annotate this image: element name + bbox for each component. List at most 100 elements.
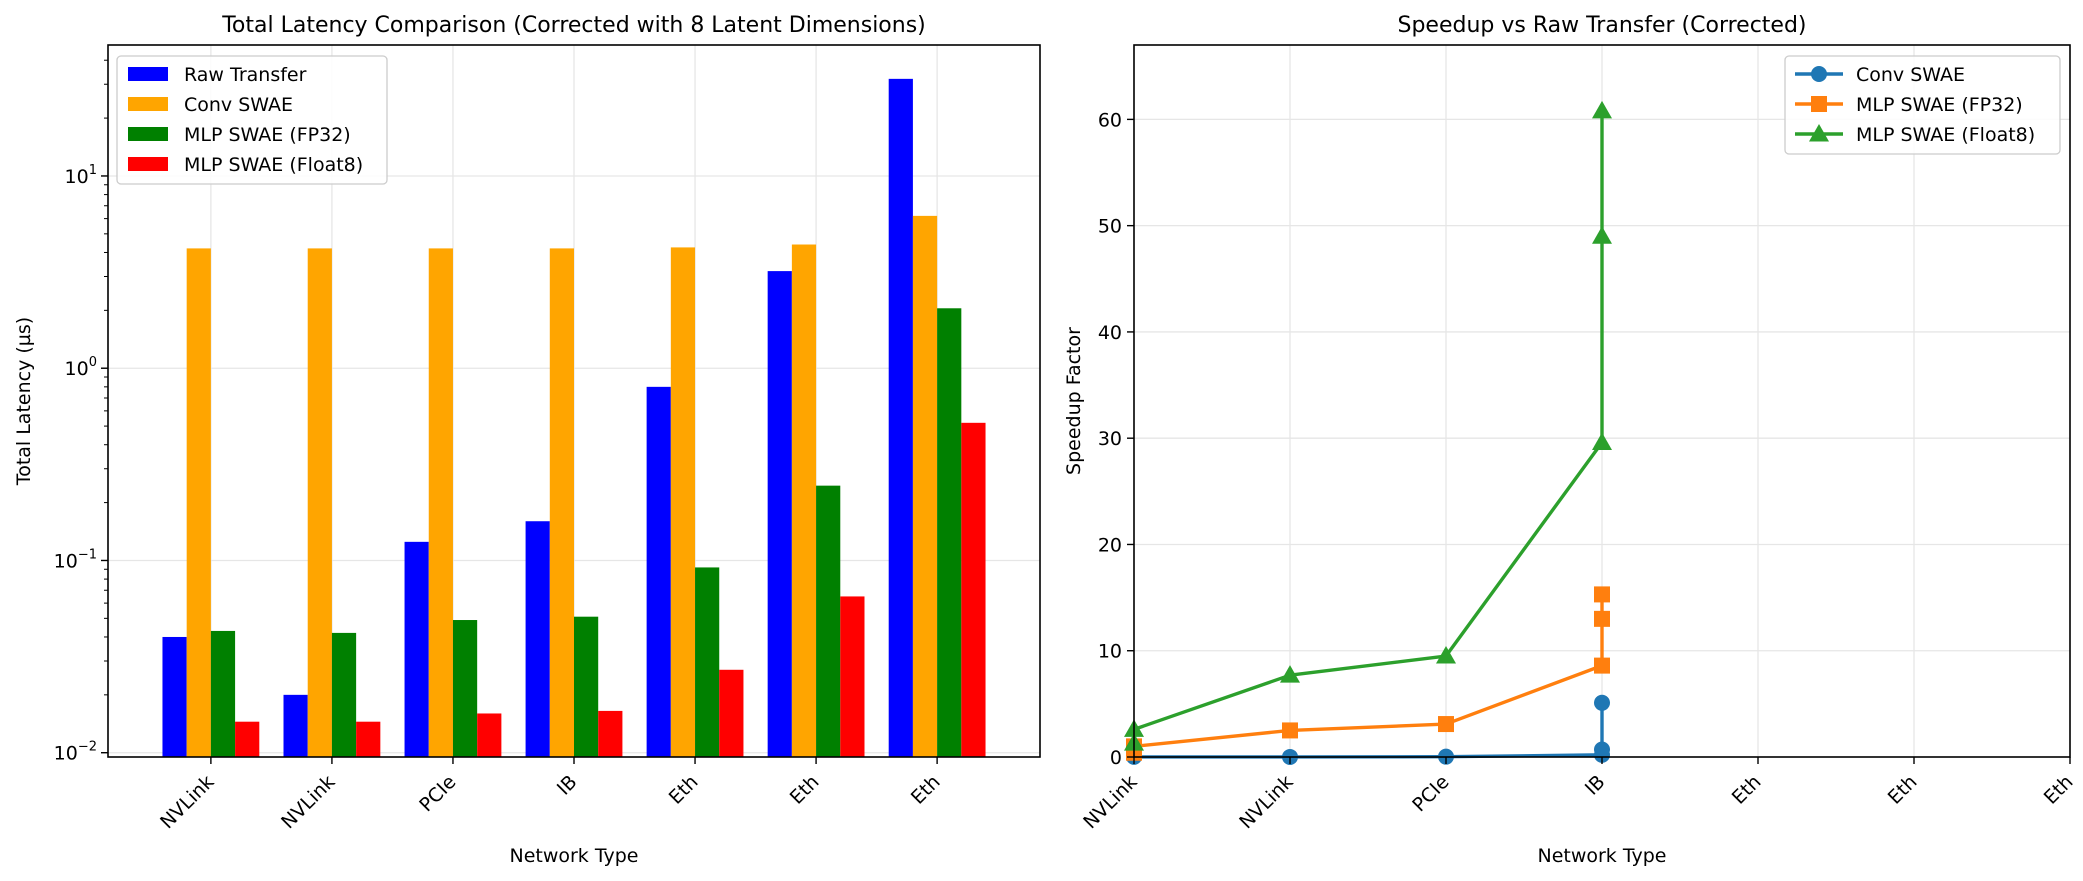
bar <box>791 244 817 757</box>
x-tick-label: Eth <box>1728 771 1766 809</box>
y-tick-label: 20 <box>1098 534 1122 556</box>
speedup-line-chart: 0 10 20 30 40 50 60 NVLink NVLink PCIe IB Eth Eth Eth… <box>1063 13 2078 867</box>
bar <box>840 596 865 757</box>
y-tick-label: 40 <box>1098 322 1122 344</box>
y-tick-label: 10−2 <box>54 740 97 765</box>
x-tick-label: Eth <box>2040 771 2078 809</box>
y-tick-label: 30 <box>1098 428 1122 450</box>
x-tick-label: IB <box>1581 771 1610 800</box>
legend-marker <box>1809 124 1829 142</box>
y-tick-label: 60 <box>1098 109 1122 131</box>
data-point <box>1594 657 1610 674</box>
bar <box>961 422 986 757</box>
bar-series <box>235 422 986 757</box>
y-tick-label: 0 <box>1110 747 1122 769</box>
x-axis-label: Network Type <box>1537 845 1666 867</box>
legend-swatch <box>128 67 168 81</box>
chart-title: Speedup vs Raw Transfer (Corrected) <box>1397 13 1806 38</box>
data-point <box>1282 722 1298 739</box>
x-tick-label: PCIe <box>1408 771 1453 816</box>
legend-label: Raw Transfer <box>184 64 307 86</box>
bar <box>598 710 623 757</box>
line-series <box>1124 100 1612 751</box>
legend: Raw Transfer Conv SWAE MLP SWAE (FP32) MLP … <box>116 55 388 185</box>
bar-series <box>210 308 962 757</box>
legend-label: MLP SWAE (FP32) <box>1856 94 2023 116</box>
bar <box>549 248 574 757</box>
x-tick-label: NVLink <box>277 771 339 833</box>
legend-swatch <box>128 157 168 171</box>
y-tick-label: 10−1 <box>54 547 97 572</box>
x-tick-label: NVLink <box>1079 771 1141 833</box>
legend-label: Conv SWAE <box>1856 64 1965 86</box>
x-tick-label: Eth <box>665 771 703 809</box>
y-tick-label: 10 <box>1098 641 1122 663</box>
data-point <box>1592 432 1612 450</box>
bar <box>695 567 720 757</box>
data-point <box>1592 226 1612 244</box>
bar <box>186 248 211 757</box>
series-line <box>1133 702 1604 759</box>
x-tick-label: PCIe <box>415 771 460 816</box>
x-tick-label: Eth <box>907 771 945 809</box>
bar <box>331 632 357 757</box>
x-tick-label: IB <box>553 771 582 800</box>
bar <box>767 271 792 757</box>
legend-label: Conv SWAE <box>184 94 293 116</box>
y-axis-label: Total Latency (µs) <box>13 317 35 486</box>
data-point <box>1594 741 1610 758</box>
x-tick-label: NVLink <box>156 771 218 833</box>
y-tick-label: 50 <box>1098 216 1122 238</box>
legend-marker <box>1811 66 1827 82</box>
data-point <box>1594 610 1610 627</box>
x-tick-label: NVLink <box>1235 771 1297 833</box>
y-axis-label: Speedup Factor <box>1063 327 1085 475</box>
bar <box>719 669 744 757</box>
y-tick-label: 100 <box>65 355 97 380</box>
data-point <box>1438 716 1454 733</box>
bar-series <box>162 78 913 757</box>
legend-frame <box>116 55 388 185</box>
legend-frame <box>1784 55 2061 155</box>
x-axis-label: Network Type <box>509 845 638 867</box>
legend-label: MLP SWAE (Float8) <box>1856 124 2035 146</box>
data-point <box>1436 646 1456 664</box>
bar <box>670 247 696 757</box>
legend-label: MLP SWAE (Float8) <box>184 154 363 176</box>
x-tick-label: Eth <box>1884 771 1922 809</box>
bar <box>477 713 502 757</box>
bar <box>235 721 260 757</box>
bar <box>356 721 381 757</box>
bar <box>307 248 332 757</box>
legend-swatch <box>128 127 168 141</box>
bar <box>816 485 841 757</box>
bar <box>404 541 429 757</box>
line-series <box>1126 586 1610 761</box>
legend-label: MLP SWAE (FP32) <box>184 124 351 146</box>
series-line <box>1132 110 1604 744</box>
y-tick-label: 101 <box>65 163 97 188</box>
legend-marker <box>1811 96 1827 112</box>
bar <box>574 616 599 757</box>
bar <box>888 78 913 757</box>
bar <box>937 308 962 757</box>
data-point <box>1594 586 1610 603</box>
legend-swatch <box>128 97 168 111</box>
bar <box>525 521 550 757</box>
data-point <box>1280 665 1300 683</box>
bar <box>210 630 236 757</box>
bar-series <box>186 215 938 757</box>
legend: Conv SWAE MLP SWAE (FP32) MLP SWAE (Float8… <box>1784 55 2061 155</box>
bar <box>646 386 671 757</box>
x-tick-label: Eth <box>786 771 824 809</box>
data-point <box>1592 100 1612 119</box>
chart-title: Total Latency Comparison (Corrected with… <box>221 13 926 38</box>
bar <box>162 636 187 757</box>
data-point <box>1594 694 1610 711</box>
bar <box>912 215 938 757</box>
bar <box>428 248 453 757</box>
latency-bar-chart: 10−2 10−1 100 101 NVLink NVLink PCIe IB Eth Eth Et… <box>13 13 1041 867</box>
bar <box>452 620 478 757</box>
bar <box>283 694 308 757</box>
